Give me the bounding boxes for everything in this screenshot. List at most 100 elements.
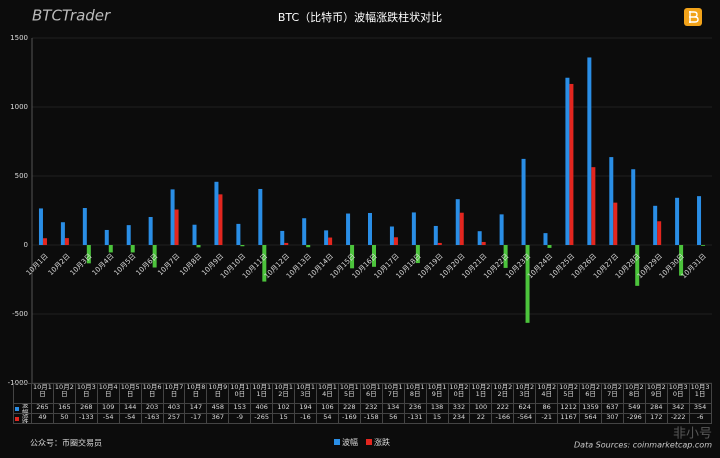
value-cell: -166: [491, 413, 515, 424]
bar: [42, 238, 47, 245]
bar: [372, 245, 376, 267]
bar: [481, 241, 486, 245]
bar: [284, 242, 289, 245]
bar: [635, 245, 640, 286]
header-cell: 10月23日: [513, 383, 537, 404]
bar: [503, 245, 508, 268]
bar: [126, 225, 131, 245]
row-label: 涨跌: [13, 413, 32, 424]
value-cell: -133: [74, 413, 98, 424]
data-table: 10月1日 10月2日 10月3日 10月4日 10月5日 10月6日 10月7日 10月8日…: [13, 383, 712, 424]
header-cell: 10月17日: [381, 383, 405, 404]
table-row: 10月1日 10月2日 10月3日 10月4日 10月5日 10月6日 10月7日 10月8日…: [13, 383, 712, 404]
header-cell: 10月15日: [337, 383, 361, 404]
bar: [547, 245, 552, 248]
header-cell: 10月6日: [140, 383, 164, 404]
bar: [587, 57, 592, 245]
bar: [679, 245, 684, 276]
legend-label: 涨跌: [374, 437, 390, 447]
bar: [152, 245, 157, 268]
bar: [701, 245, 706, 246]
bar: [591, 167, 596, 245]
x-tick-label: 10月5日: [113, 252, 138, 277]
bar: [170, 189, 175, 245]
header-cell: 10月22日: [491, 383, 515, 404]
bar: [411, 212, 416, 245]
header-cell: 10月30日: [666, 383, 690, 404]
bar: [697, 196, 702, 245]
header-cell: 10月26日: [579, 383, 602, 404]
corner: [13, 383, 32, 404]
value-cell: 257: [162, 413, 186, 424]
value-cell: 56: [381, 413, 405, 424]
bar: [393, 237, 398, 245]
row-label-text: 涨跌: [22, 413, 29, 424]
header-cell: 10月28日: [622, 383, 646, 404]
header-cell: 10月16日: [359, 383, 383, 404]
x-tick-label: 10月7日: [156, 252, 181, 277]
bar: [60, 222, 65, 245]
bar: [280, 230, 285, 245]
legend-label: 波幅: [342, 437, 358, 447]
header-cell: 10月19日: [425, 383, 449, 404]
bar: [350, 245, 355, 269]
bar: [64, 238, 69, 245]
value-cell: 15: [272, 413, 296, 424]
value-cell: -564: [513, 413, 537, 424]
bar: [104, 229, 109, 245]
bitcoin-icon: [684, 8, 702, 26]
value-cell: -54: [118, 413, 142, 424]
table-row: 涨跌 49 50 -133 -54 -54 -163 257 -17 367 -9 -265 15 -16…: [13, 413, 712, 424]
value-cell: 15: [425, 413, 449, 424]
bar: [240, 245, 245, 247]
bar: [543, 233, 548, 245]
bar: [521, 158, 526, 245]
bar: [38, 208, 43, 245]
x-tick-label: 10月3日: [69, 252, 94, 277]
bar: [368, 212, 372, 245]
header-cell: 10月24日: [535, 383, 559, 404]
bar: [218, 194, 223, 245]
bar: [108, 245, 113, 253]
header-cell: 10月3日: [74, 383, 98, 404]
row-label-text: 波幅: [22, 403, 29, 414]
bar: [389, 226, 394, 245]
y-tick-label: 1500: [10, 34, 28, 42]
x-tick-label: 10月1日: [25, 252, 50, 277]
y-tick-label: 500: [15, 172, 28, 180]
bar: [302, 218, 307, 245]
value-cell: -222: [666, 413, 690, 424]
logo: BTCTrader: [32, 7, 111, 25]
value-cell: 1167: [557, 413, 581, 424]
header-cell: 10月31日: [688, 383, 712, 404]
bar: [613, 202, 618, 245]
bar: [214, 181, 219, 245]
y-tick-label: -500: [12, 310, 28, 318]
bar: [174, 209, 179, 245]
bar: [236, 223, 241, 245]
legend-swatch: [366, 439, 372, 445]
header-cell: 10月11日: [250, 383, 274, 404]
bar: [328, 237, 333, 245]
header-cell: 10月13日: [294, 383, 317, 404]
bar: [433, 225, 438, 245]
bar: [657, 221, 662, 245]
header-cell: 10月14日: [315, 383, 339, 404]
value-cell: 234: [447, 413, 471, 424]
bar: [653, 205, 658, 245]
header-cell: 10月10日: [228, 383, 252, 404]
value-cell: 49: [31, 413, 54, 424]
bar: [192, 224, 197, 245]
x-tick-label: 10月8日: [178, 252, 203, 277]
header-cell: 10月1日: [31, 383, 54, 404]
header-cell: 10月2日: [52, 383, 76, 404]
y-tick-label: 0: [24, 241, 28, 249]
header-cell: 10月9日: [206, 383, 230, 404]
bar: [455, 199, 460, 245]
value-cell: -6: [688, 413, 712, 424]
value-cell: -296: [622, 413, 646, 424]
swatch: [15, 416, 19, 421]
data-source: Data Sources: coinmarketcap.com: [574, 441, 712, 450]
watermark: 非小号: [673, 427, 712, 442]
bar: [565, 77, 570, 245]
